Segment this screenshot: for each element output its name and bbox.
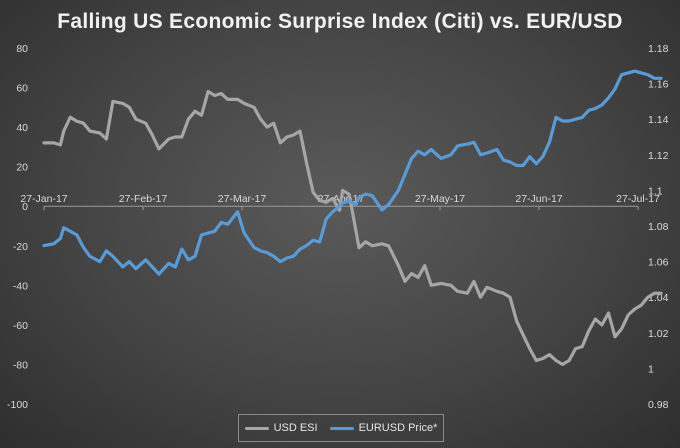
legend-label-eurusd: EURUSD Price* — [358, 422, 438, 434]
x-axis-tick-label: 27-Jun-17 — [515, 193, 562, 205]
right-axis-tick-label: 1.12 — [648, 150, 669, 162]
right-axis-tick-label: 1.16 — [648, 79, 669, 91]
x-axis-tick-label: 27-Jan-17 — [20, 193, 67, 205]
left-axis-tick-label: -20 — [13, 241, 28, 253]
legend-swatch-eurusd — [329, 426, 354, 430]
chart-legend: USD ESI EURUSD Price* — [238, 414, 444, 442]
chart-title: Falling US Economic Surprise Index (Citi… — [57, 10, 623, 33]
left-axis-ticks: 80 60 40 20 0 -20 -40 -60 -80 -100 — [7, 43, 28, 411]
left-axis-tick-label: -60 — [13, 320, 28, 332]
left-axis-tick-label: 40 — [16, 122, 28, 134]
x-axis-tick-label: 27-May-17 — [415, 193, 465, 205]
left-axis-tick-label: -100 — [7, 399, 28, 411]
x-axis-tick-label: 27-Jul-17 — [616, 193, 660, 205]
series-line-usd-esi — [42, 89, 663, 366]
left-axis-tick-label: 60 — [16, 83, 28, 95]
right-axis-tick-label: 0.98 — [648, 399, 669, 411]
left-axis-tick-label: 80 — [16, 43, 28, 55]
left-axis-tick-label: -80 — [13, 359, 28, 371]
right-axis-tick-label: 1.06 — [648, 257, 669, 269]
legend-swatch-usd-esi — [244, 426, 269, 430]
series-layer — [42, 69, 663, 366]
right-axis-tick-label: 1.18 — [648, 43, 669, 55]
x-axis-tick-label: 27-Feb-17 — [119, 193, 168, 205]
x-axis-tick-label: 27-Mar-17 — [218, 193, 267, 205]
right-axis-tick-label: 1.1 — [648, 185, 663, 197]
legend-item-eurusd: EURUSD Price* — [329, 422, 438, 434]
left-axis-tick-label: 20 — [16, 162, 28, 174]
right-axis-tick-label: 1.08 — [648, 221, 669, 233]
series-line-eurusd — [42, 69, 663, 276]
left-axis-tick-label: -40 — [13, 280, 28, 292]
legend-label-usd-esi: USD ESI — [273, 422, 318, 434]
right-axis-tick-label: 1.14 — [648, 114, 669, 126]
right-axis-tick-label: 1 — [648, 363, 654, 375]
left-axis-tick-label: 0 — [22, 201, 28, 213]
legend-item-usd-esi: USD ESI — [244, 422, 318, 434]
right-axis-tick-label: 1.02 — [648, 328, 669, 340]
